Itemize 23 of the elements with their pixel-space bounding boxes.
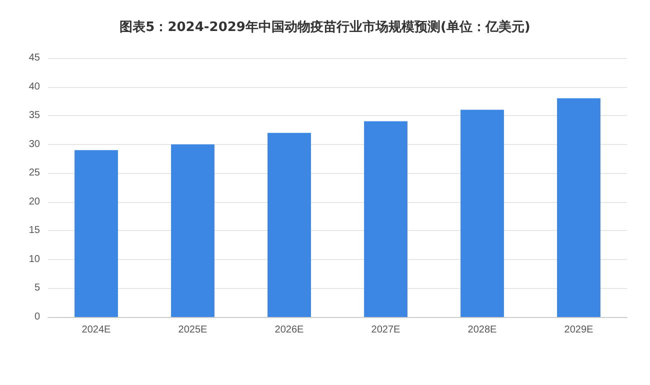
y-tick-label: 20 [28,196,40,208]
y-tick-label: 25 [28,168,40,179]
bar [74,150,118,317]
bar [557,98,600,317]
x-tick-label: 2029E [564,324,594,336]
x-tick-label: 2027E [371,324,401,336]
y-tick-label: 0 [34,312,40,322]
chart-title: 图表5：2024-2029年中国动物疫苗行业市场规模预测(单位：亿美元) [120,19,530,35]
bar [268,132,311,317]
y-tick-label: 5 [34,282,40,294]
x-tick-label: 2024E [82,324,112,336]
bar [364,121,408,317]
y-tick-label: 15 [28,225,40,236]
bar [171,144,214,317]
bar [460,110,504,317]
y-tick-label: 35 [28,110,40,122]
x-tick-label: 2025E [178,324,208,336]
x-tick-label: 2028E [468,324,498,336]
y-tick-label: 10 [28,254,40,265]
y-tick-label: 45 [28,52,40,64]
y-tick-label: 40 [28,81,40,92]
y-tick-label: 30 [28,138,40,150]
x-tick-label: 2026E [274,324,304,336]
